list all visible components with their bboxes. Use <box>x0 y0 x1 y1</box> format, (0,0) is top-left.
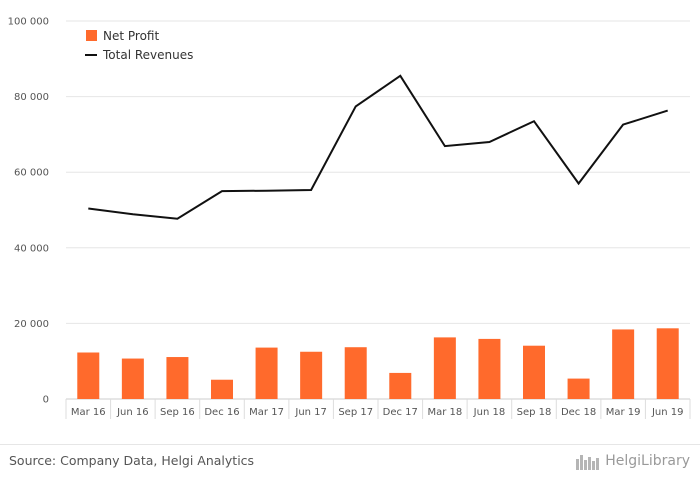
legend-label-total-revenues: Total Revenues <box>102 48 193 62</box>
legend: Net Profit Total Revenues <box>85 29 193 62</box>
legend-swatch-net-profit <box>86 30 97 41</box>
chart: 0 20 000 40 000 60 000 80 000 100 000 Mar 16 J… <box>8 17 691 419</box>
net-profit-bar <box>77 352 100 399</box>
y-tick-label: 100 000 <box>8 17 49 28</box>
total-revenues-line-group <box>88 74 668 220</box>
net-profit-bars <box>77 328 679 399</box>
x-tick-label: Jun 19 <box>651 407 684 418</box>
y-tick-label: 40 000 <box>14 243 49 254</box>
net-profit-bar <box>255 347 278 399</box>
net-profit-bar <box>300 351 323 399</box>
y-axis-ticks: 0 20 000 40 000 60 000 80 000 100 000 <box>8 17 49 406</box>
x-tick-label: Sep 16 <box>160 407 195 418</box>
brand-name: HelgiLibrary <box>605 453 690 469</box>
footer: Source: Company Data, Helgi Analytics He… <box>0 444 700 484</box>
y-tick-label: 60 000 <box>14 168 49 179</box>
x-tick-label: Sep 17 <box>338 407 373 418</box>
x-tick-label: Mar 19 <box>606 407 641 418</box>
x-tick-label: Mar 18 <box>427 407 462 418</box>
net-profit-bar <box>656 328 679 399</box>
net-profit-bar <box>344 347 367 399</box>
net-profit-bar <box>211 379 233 399</box>
net-profit-bar <box>567 378 590 399</box>
net-profit-bar <box>389 372 412 399</box>
x-tick-label: Jun 18 <box>473 407 506 418</box>
library-icon <box>576 455 600 470</box>
net-profit-bar <box>433 337 456 399</box>
x-axis-ticks: Mar 16 Jun 16 Sep 16 Dec 16 Mar 17 Jun 17 Sep … <box>65 399 691 419</box>
source-text: Source: Company Data, Helgi Analytics <box>9 453 255 468</box>
legend-label-net-profit: Net Profit <box>103 29 159 43</box>
brand-logo: HelgiLibrary <box>575 451 690 471</box>
x-tick-label: Dec 18 <box>561 407 596 418</box>
x-tick-label: Sep 18 <box>517 407 552 418</box>
x-tick-label: Mar 16 <box>71 407 106 418</box>
net-profit-bar <box>121 358 144 399</box>
net-profit-bar <box>523 345 545 399</box>
y-tick-label: 20 000 <box>14 319 49 330</box>
x-tick-label: Dec 17 <box>383 407 418 418</box>
gridlines <box>66 20 690 400</box>
net-profit-bar <box>166 357 189 399</box>
net-profit-bar <box>478 338 501 399</box>
x-tick-label: Jun 17 <box>294 407 327 418</box>
net-profit-bar <box>612 329 635 399</box>
y-tick-label: 0 <box>43 395 49 406</box>
x-tick-label: Jun 16 <box>116 407 149 418</box>
y-tick-label: 80 000 <box>14 92 49 103</box>
x-tick-label: Mar 17 <box>249 407 284 418</box>
x-tick-label: Dec 16 <box>204 407 239 418</box>
total-revenues-line <box>88 74 668 220</box>
